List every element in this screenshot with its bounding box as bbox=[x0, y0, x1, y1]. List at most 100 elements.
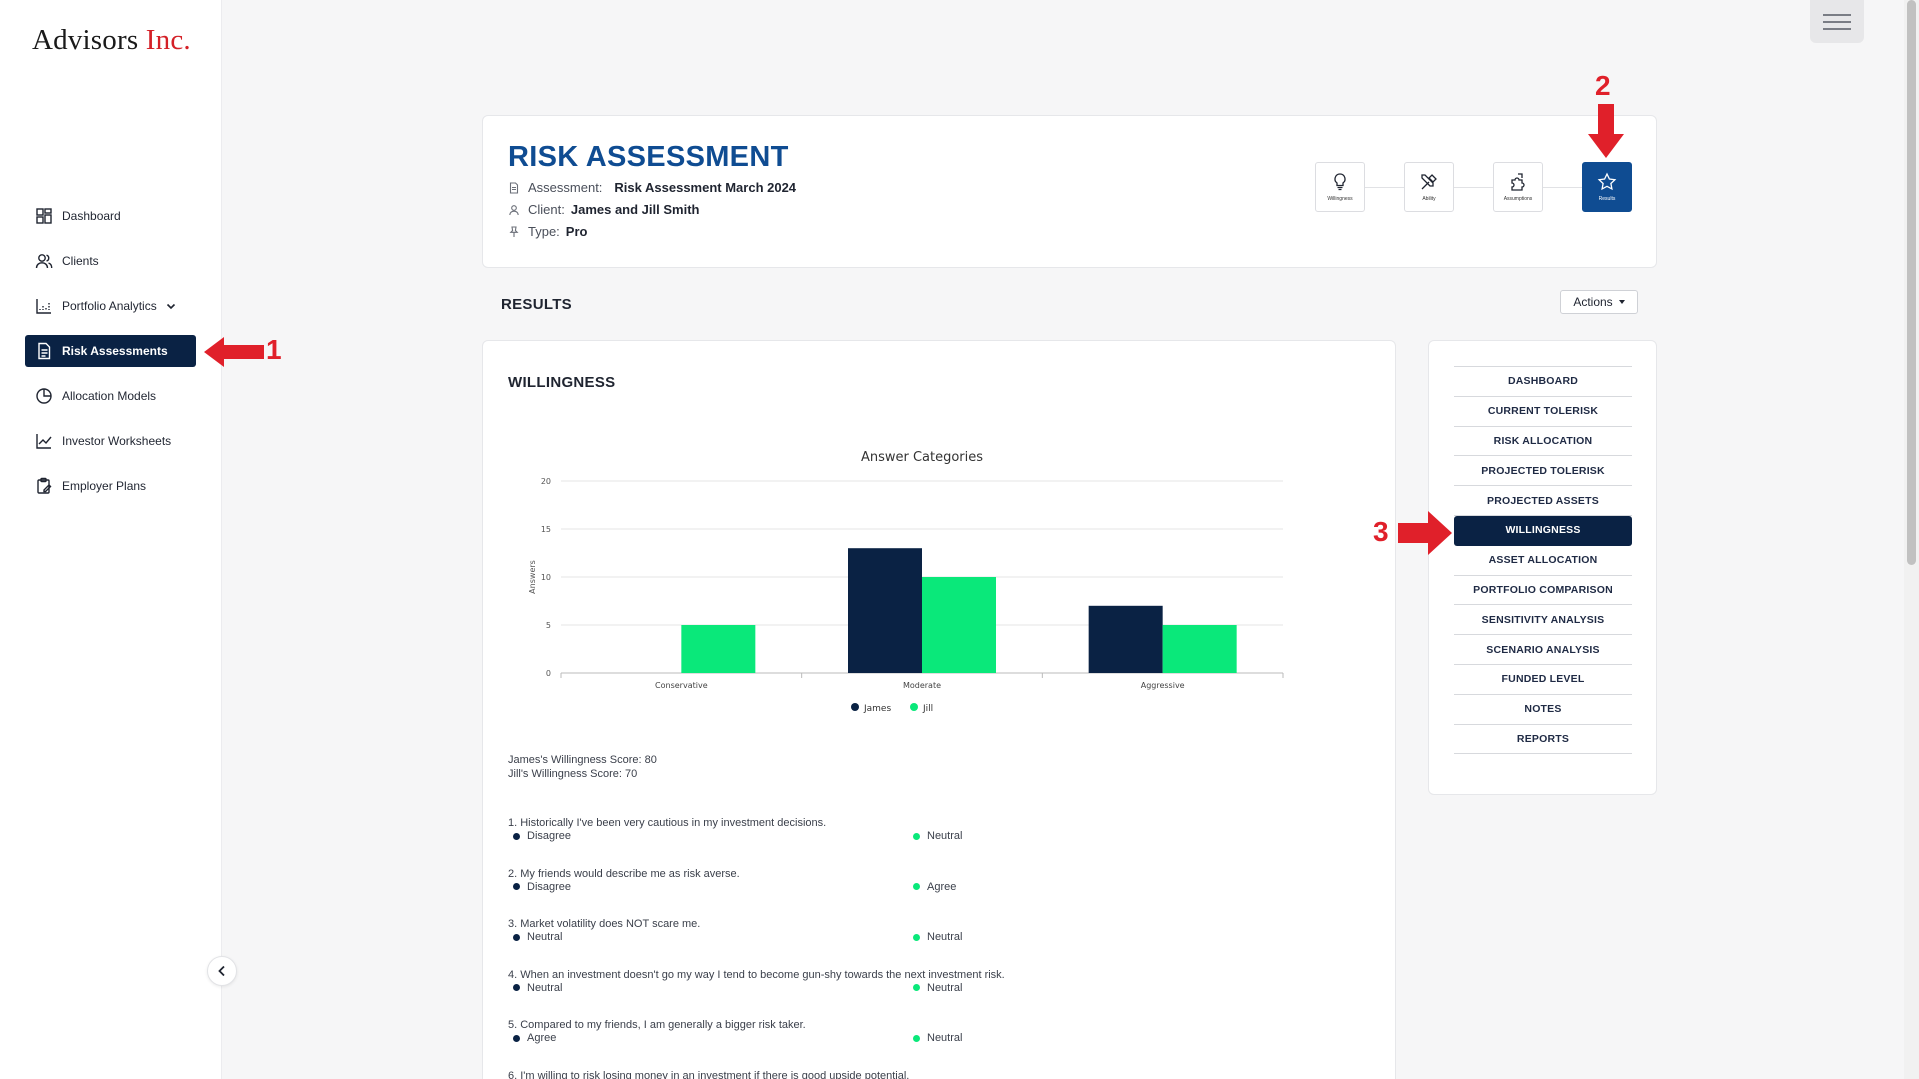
results-nav-item-projected-assets[interactable]: PROJECTED ASSETS bbox=[1454, 486, 1632, 516]
james-answer-text: Neutral bbox=[527, 931, 563, 943]
results-nav-item-current-tolerisk[interactable]: CURRENT TOLERISK bbox=[1454, 397, 1632, 427]
answer-row: Neutral Neutral bbox=[508, 931, 1368, 943]
question-item: 5. Compared to my friends, I am generall… bbox=[508, 1019, 1368, 1044]
actions-dropdown[interactable]: Actions bbox=[1560, 290, 1638, 314]
results-nav-item-funded-level[interactable]: FUNDED LEVEL bbox=[1454, 665, 1632, 695]
step-label: Ability bbox=[1422, 196, 1436, 202]
x-tick-label: Moderate bbox=[903, 681, 941, 690]
question-text: 5. Compared to my friends, I am generall… bbox=[508, 1019, 806, 1031]
scrollbar-thumb[interactable] bbox=[1907, 0, 1916, 565]
step-ability[interactable]: Ability bbox=[1404, 162, 1454, 212]
jill-answer: Agree bbox=[913, 881, 956, 893]
question-item: 1. Historically I've been very cautious … bbox=[508, 817, 1368, 842]
results-nav-item-projected-tolerisk[interactable]: PROJECTED TOLERISK bbox=[1454, 456, 1632, 487]
jill-answer: Neutral bbox=[913, 1032, 962, 1044]
results-nav-item-notes[interactable]: NOTES bbox=[1454, 695, 1632, 725]
clipboard-icon bbox=[37, 477, 52, 494]
james-answer-text: Agree bbox=[527, 1032, 557, 1044]
annotation-label-2: 2 bbox=[1595, 70, 1611, 101]
question-text: 3. Market volatility does NOT scare me. bbox=[508, 918, 701, 930]
results-nav-item-sensitivity-analysis[interactable]: SENSITIVITY ANALYSIS bbox=[1454, 605, 1632, 636]
step-connector bbox=[1365, 186, 1404, 188]
annotation-label-1: 1 bbox=[266, 334, 282, 365]
type-label: Type: bbox=[528, 224, 560, 239]
page-scrollbar[interactable] bbox=[1904, 0, 1919, 1079]
jill-answer-text: Neutral bbox=[927, 931, 963, 943]
sidebar-item-allocation-models[interactable]: Allocation Models bbox=[25, 380, 196, 412]
type-value: Pro bbox=[565, 224, 588, 239]
answer-row: Disagree Agree bbox=[508, 881, 1368, 893]
type-meta: Type: Pro bbox=[508, 224, 587, 239]
sidebar-item-employer-plans[interactable]: Employer Plans bbox=[25, 470, 196, 502]
sidebar-nav: Dashboard Clients Portfolio Analytics Ri… bbox=[25, 200, 196, 515]
james-score: James's Willingness Score: 80 bbox=[508, 754, 657, 766]
app-logo[interactable]: Advisors Inc. bbox=[32, 24, 191, 57]
sidebar-item-label: Clients bbox=[62, 254, 99, 268]
annotation-arrow-1 bbox=[204, 337, 264, 367]
results-nav-item-risk-allocation[interactable]: RISK ALLOCATION bbox=[1454, 427, 1632, 457]
step-label: Results bbox=[1598, 196, 1616, 202]
y-tick-label: 15 bbox=[541, 525, 551, 534]
results-nav-item-dashboard[interactable]: DASHBOARD bbox=[1454, 367, 1632, 397]
james-answer-text: Neutral bbox=[527, 981, 563, 994]
users-icon bbox=[35, 254, 53, 269]
sidebar-item-label: Investor Worksheets bbox=[62, 434, 172, 448]
pin-icon bbox=[509, 225, 519, 237]
chevron-down-icon[interactable] bbox=[165, 300, 177, 312]
client-meta: Client: James and Jill Smith bbox=[508, 202, 699, 217]
step-results[interactable]: Results bbox=[1582, 162, 1632, 212]
sidebar-item-risk-assessments[interactable]: Risk Assessments bbox=[25, 335, 196, 367]
results-nav-item-portfolio-comparison[interactable]: PORTFOLIO COMPARISON bbox=[1454, 576, 1632, 606]
answer-row: Neutral Neutral bbox=[508, 982, 1368, 994]
james-answer: Disagree bbox=[508, 881, 913, 893]
page-title: RISK ASSESSMENT bbox=[508, 141, 789, 173]
line-chart-icon bbox=[36, 434, 52, 449]
results-nav-item-asset-allocation[interactable]: ASSET ALLOCATION bbox=[1454, 546, 1632, 576]
dashboard-icon bbox=[36, 208, 52, 224]
hamburger-icon bbox=[1823, 20, 1851, 23]
section-title: WILLINGNESS bbox=[508, 374, 616, 391]
results-nav-item-scenario-analysis[interactable]: SCENARIO ANALYSIS bbox=[1454, 635, 1632, 665]
sidebar-item-label: Dashboard bbox=[62, 209, 121, 223]
y-tick-label: 0 bbox=[546, 669, 551, 678]
bar-james-moderate bbox=[848, 548, 922, 673]
jill-score: Jill's Willingness Score: 70 bbox=[508, 768, 638, 780]
sidebar-item-investor-worksheets[interactable]: Investor Worksheets bbox=[25, 425, 196, 457]
menu-button[interactable] bbox=[1810, 0, 1864, 43]
caret-down-icon bbox=[1618, 300, 1625, 304]
sidebar-item-portfolio-analytics[interactable]: Portfolio Analytics bbox=[25, 290, 196, 322]
legend-dot-james bbox=[513, 832, 520, 840]
sidebar-item-clients[interactable]: Clients bbox=[25, 245, 196, 277]
annotation-label-3: 3 bbox=[1373, 516, 1389, 547]
collapse-sidebar-button[interactable] bbox=[207, 956, 237, 986]
step-assumptions[interactable]: Assumptions bbox=[1493, 162, 1543, 212]
assessment-meta: Assessment: Risk Assessment March 2024 bbox=[508, 180, 796, 195]
results-nav-item-reports[interactable]: REPORTS bbox=[1454, 725, 1632, 755]
results-nav-item-willingness[interactable]: WILLINGNESS bbox=[1454, 515, 1632, 546]
question-text: 6. I'm willing to risk losing money in a… bbox=[508, 1069, 910, 1079]
jill-answer-text: Neutral bbox=[927, 981, 963, 994]
sidebar-item-dashboard[interactable]: Dashboard bbox=[25, 200, 196, 232]
jill-answer: Neutral bbox=[913, 982, 962, 994]
document-icon bbox=[38, 342, 51, 360]
bar-james-aggressive bbox=[1088, 605, 1163, 673]
chart-icon bbox=[36, 299, 51, 314]
question-item: 3. Market volatility does NOT scare me. N… bbox=[508, 918, 1368, 943]
bar-jill-aggressive bbox=[1162, 625, 1237, 673]
chevron-left-icon bbox=[218, 965, 225, 977]
legend-dot-james bbox=[513, 933, 520, 941]
step-willingness[interactable]: Willingness bbox=[1315, 162, 1365, 212]
legend-dot-james bbox=[851, 703, 859, 711]
legend-dot-jill bbox=[910, 703, 918, 711]
legend-label-jill: Jill bbox=[922, 704, 933, 714]
y-tick-label: 10 bbox=[541, 573, 551, 582]
client-value: James and Jill Smith bbox=[570, 202, 700, 217]
sidebar-item-label: Allocation Models bbox=[62, 389, 157, 403]
legend-dot-jill bbox=[913, 984, 920, 991]
james-answer: Neutral bbox=[508, 931, 913, 943]
answer-categories-chart: Answer Categories Answers 0 5 10 15 20 Conserva… bbox=[528, 450, 1284, 714]
question-item: 4. When an investment doesn't go my way … bbox=[508, 969, 1368, 994]
puzzle-icon bbox=[1511, 173, 1525, 191]
document-icon bbox=[509, 181, 519, 194]
james-answer: Agree bbox=[508, 1032, 913, 1044]
